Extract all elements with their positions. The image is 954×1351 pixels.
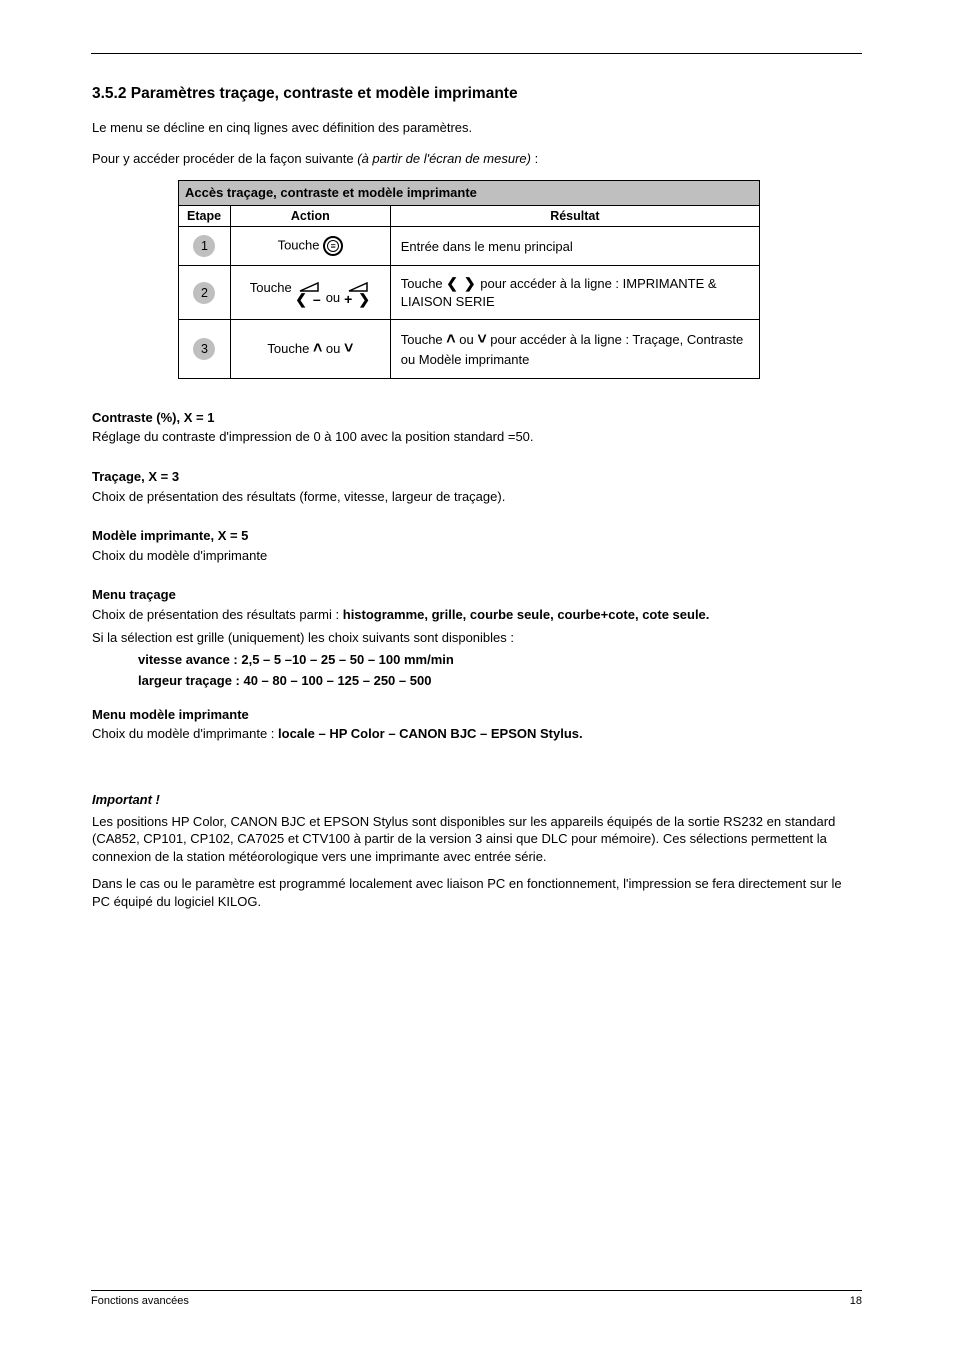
procedure-table: Accès traçage, contraste et modèle impri… [178, 180, 760, 379]
notice-p2: Dans le cas ou le paramètre est programm… [92, 875, 862, 910]
left-right-arrows-icon: ❮ ❯ [446, 275, 476, 291]
step-badge: 2 [193, 282, 215, 304]
col-action: Action [230, 205, 390, 227]
first-step-text: Pour y accéder procéder de la façon suiv… [92, 151, 354, 166]
trace-menu-title: Menu traçage [92, 586, 862, 604]
menu-button-icon [323, 236, 343, 256]
param-trace: Traçage, X = 3 Choix de présentation des… [92, 468, 862, 505]
param-printer-title: Modèle imprimante, X = 5 [92, 527, 862, 545]
notice-label: Important ! [92, 791, 862, 809]
trace-lead: Choix de présentation des résultats parm… [92, 607, 343, 622]
trace-width: largeur traçage : 40 – 80 – 100 – 125 – … [138, 673, 431, 688]
footer-left: Fonctions avancées [91, 1294, 189, 1309]
or-text: ou [326, 289, 340, 307]
printer-options: locale – HP Color – CANON BJC – EPSON St… [278, 726, 583, 741]
step-badge: 3 [193, 338, 215, 360]
table-row: 3 Touche ˄ ou ˅ Touche ˄ ou ˅ pour accéd… [179, 319, 760, 378]
notice-p1: Les positions HP Color, CANON BJC et EPS… [92, 813, 862, 866]
table-row: 2 Touche ❮ – ou + ❯ Touche ❮ ❯ pour accé… [179, 266, 760, 319]
printer-lead: Choix du modèle d'imprimante : [92, 726, 278, 741]
trace-speed: vitesse avance : 2,5 – 5 –10 – 25 – 50 –… [138, 652, 454, 667]
chevron-down-icon: ˅ [344, 340, 353, 357]
param-printer-desc: Choix du modèle d'imprimante [92, 547, 862, 565]
action-text: Touche [278, 238, 320, 253]
col-step: Etape [179, 205, 231, 227]
result-prefix: Touche [401, 332, 447, 347]
chevron-up-icon: ˄ [446, 331, 455, 348]
param-trace-desc: Choix de présentation des résultats (for… [92, 488, 862, 506]
or-text: ou [326, 341, 344, 356]
trace-options: histogramme, grille, courbe seule, courb… [343, 607, 710, 622]
notice: Important ! Les positions HP Color, CANO… [92, 791, 862, 910]
volume-buttons-icon: ❮ – ou + ❯ [295, 282, 371, 306]
result-prefix: Touche [401, 276, 447, 291]
header-rule [91, 53, 862, 54]
section-heading: 3.5.2 Paramètres traçage, contraste et m… [92, 84, 862, 105]
trace-grid-lead: Si la sélection est grille (uniquement) … [92, 630, 514, 645]
table-title-row: Accès traçage, contraste et modèle impri… [179, 181, 760, 206]
first-step-colon: : [531, 151, 538, 166]
param-contrast-title: Contraste (%), X = 1 [92, 409, 862, 427]
param-contrast-desc: Réglage du contraste d'impression de 0 à… [92, 428, 862, 446]
col-result: Résultat [390, 205, 759, 227]
printer-menu-body: Choix du modèle d'imprimante : locale – … [92, 725, 862, 743]
table-title: Accès traçage, contraste et modèle impri… [179, 181, 760, 206]
action-prefix: Touche [267, 341, 313, 356]
plus-arrows-icon: + ❯ [344, 292, 371, 306]
chevron-up-icon: ˄ [313, 340, 322, 357]
footer-right: 18 [850, 1294, 862, 1309]
result-text: Entrée dans le menu principal [390, 227, 759, 266]
printer-menu-title: Menu modèle imprimante [92, 706, 862, 724]
chevron-down-icon: ˅ [477, 331, 486, 348]
step-badge: 1 [193, 235, 215, 257]
param-printer: Modèle imprimante, X = 5 Choix du modèle… [92, 527, 862, 564]
first-step-note: (à partir de l'écran de mesure) [357, 151, 531, 166]
table-header-row: Etape Action Résultat [179, 205, 760, 227]
page-footer: Fonctions avancées 18 [91, 1290, 862, 1309]
action-prefix: Touche [250, 280, 296, 295]
first-step: Pour y accéder procéder de la façon suiv… [92, 150, 862, 168]
trace-menu-body: Choix de présentation des résultats parm… [92, 606, 862, 690]
intro-text: Le menu se décline en cinq lignes avec d… [92, 119, 862, 137]
table-row: 1 Touche Entrée dans le menu principal [179, 227, 760, 266]
minus-arrows-icon: ❮ – [295, 292, 321, 306]
param-trace-title: Traçage, X = 3 [92, 468, 862, 486]
result-mid: ou [459, 332, 477, 347]
param-contrast: Contraste (%), X = 1 Réglage du contrast… [92, 409, 862, 446]
